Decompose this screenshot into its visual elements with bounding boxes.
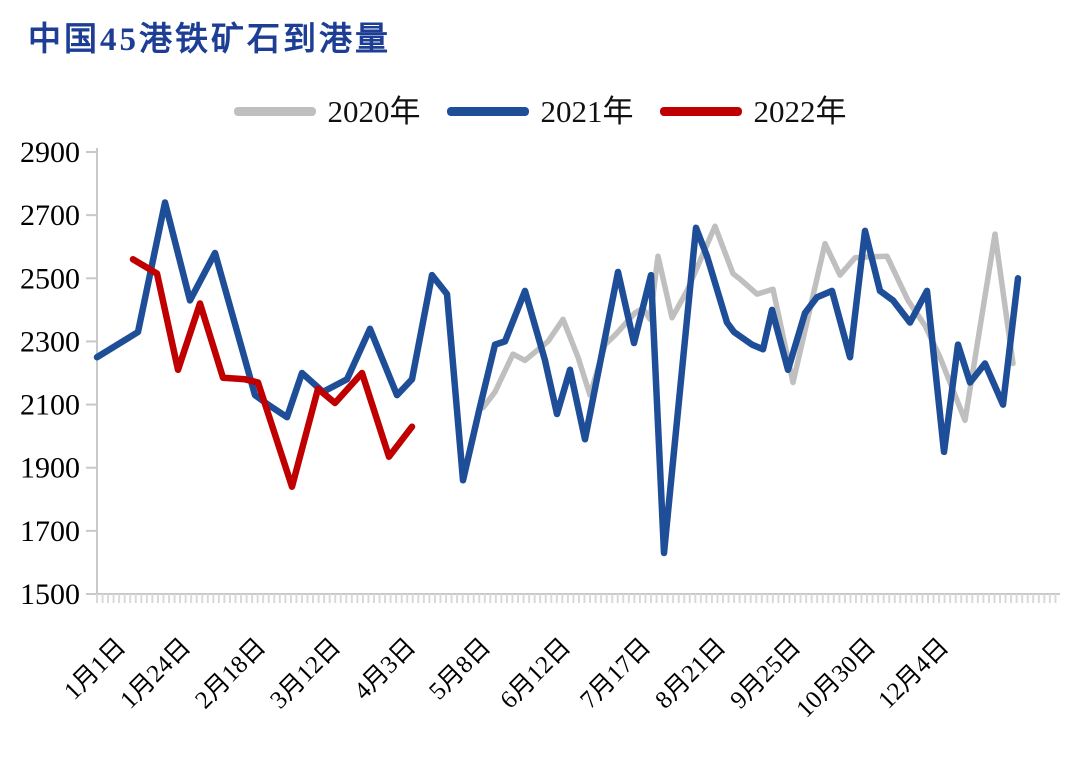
x-axis-label: 1月24日 bbox=[115, 633, 196, 714]
x-axis-label: 12月4日 bbox=[873, 633, 954, 714]
x-axis-label: 8月21日 bbox=[650, 633, 731, 714]
legend-label-2020: 2020年 bbox=[327, 94, 421, 129]
legend-swatch-2020 bbox=[233, 107, 316, 116]
x-axis-label: 5月8日 bbox=[424, 633, 496, 705]
series-line-2020年 bbox=[480, 223, 1016, 424]
axis-lines bbox=[96, 148, 1060, 595]
legend-label-2021: 2021年 bbox=[540, 94, 634, 129]
x-axis-label: 6月12日 bbox=[495, 633, 576, 714]
y-axis-label: 1500 bbox=[20, 578, 80, 611]
legend-label-2022: 2022年 bbox=[753, 94, 847, 129]
legend-item-2021: 2021年 bbox=[446, 94, 634, 129]
y-axis-label: 2500 bbox=[20, 262, 80, 295]
x-axis-label: 3月12日 bbox=[265, 633, 346, 714]
y-axis-label: 2700 bbox=[20, 199, 80, 232]
legend-swatch-2022 bbox=[659, 107, 742, 116]
y-axis-label: 2300 bbox=[20, 325, 80, 358]
series-line-2021年 bbox=[93, 199, 1022, 557]
legend-swatch-2021 bbox=[446, 107, 529, 116]
y-axis-label: 1900 bbox=[20, 452, 80, 485]
x-axis-label: 2月18日 bbox=[190, 633, 271, 714]
chart-legend: 2020年 2021年 2022年 bbox=[0, 96, 1080, 127]
legend-item-2022: 2022年 bbox=[659, 94, 847, 129]
y-axis-label: 2100 bbox=[20, 389, 80, 422]
y-axis-label: 1700 bbox=[20, 515, 80, 548]
series-line-2022年 bbox=[129, 256, 416, 490]
x-axis-label: 10月30日 bbox=[791, 633, 881, 723]
x-axis-label: 4月3日 bbox=[349, 633, 421, 705]
y-axis-label: 2900 bbox=[20, 136, 80, 169]
x-axis-label: 7月17日 bbox=[575, 633, 656, 714]
legend-item-2020: 2020年 bbox=[233, 94, 421, 129]
chart-title: 中国45港铁矿石到港量 bbox=[28, 22, 391, 58]
